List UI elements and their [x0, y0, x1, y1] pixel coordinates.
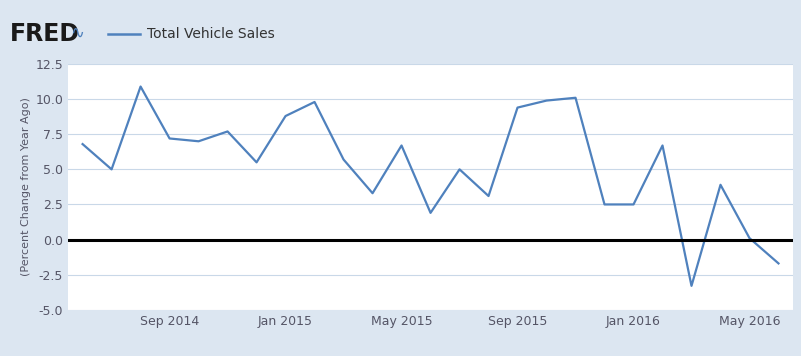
- Text: FRED: FRED: [10, 22, 79, 46]
- Text: ∿: ∿: [70, 23, 84, 41]
- Text: Total Vehicle Sales: Total Vehicle Sales: [147, 27, 274, 41]
- Point: [103, 32, 113, 36]
- Y-axis label: (Percent Change from Year Ago): (Percent Change from Year Ago): [21, 98, 31, 276]
- Point: [135, 32, 145, 36]
